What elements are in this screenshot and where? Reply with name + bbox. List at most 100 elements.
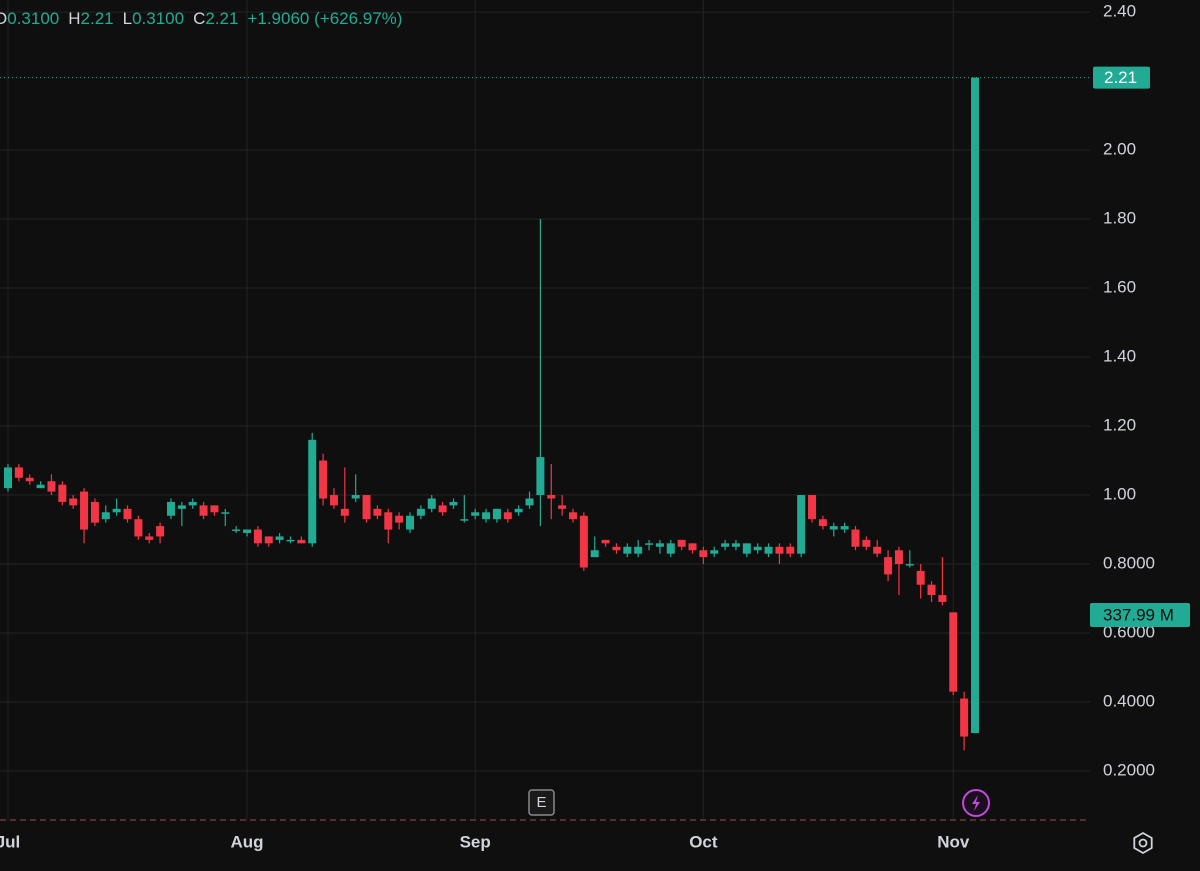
candle-body — [90, 501, 99, 523]
badge-label: E — [536, 794, 546, 811]
legend-key: H — [68, 9, 80, 28]
candle-body — [145, 536, 154, 540]
candle-body — [699, 550, 708, 558]
candle-body — [797, 495, 806, 554]
candle-body — [156, 526, 165, 537]
candle-body — [264, 536, 273, 544]
legend-key: O — [0, 9, 7, 28]
candle-body — [525, 498, 534, 506]
candle-body — [590, 550, 599, 558]
candle-body — [373, 508, 382, 516]
legend-change: +1.9060 (+626.97%) — [247, 9, 402, 28]
price-tag-label: 2.21 — [1104, 68, 1137, 87]
candle-body — [710, 550, 719, 554]
candle-body — [112, 508, 121, 513]
candle-body — [547, 495, 556, 499]
cap-tag-label: 337.99 M — [1103, 605, 1174, 624]
y-tick-label: 1.20 — [1103, 416, 1136, 435]
candle-body — [427, 498, 436, 509]
candle-body — [601, 539, 610, 544]
candle-body — [36, 484, 45, 489]
candle-body — [503, 512, 512, 520]
y-tick-label: 1.40 — [1103, 347, 1136, 366]
candle-body — [80, 491, 89, 530]
candle-body — [275, 536, 284, 540]
candle-body — [319, 460, 328, 499]
candle-body — [340, 508, 349, 516]
candle-body — [449, 501, 458, 506]
candle-body — [123, 508, 132, 520]
y-tick-label: 0.2000 — [1103, 760, 1155, 779]
y-tick-label: 0.4000 — [1103, 692, 1155, 711]
settings-dot — [1138, 838, 1148, 848]
candle-body — [362, 495, 371, 520]
candle-body — [579, 515, 588, 568]
candle-body — [666, 543, 675, 554]
badge-box — [528, 789, 555, 816]
legend-key: L — [123, 9, 132, 28]
candle-body — [742, 543, 751, 554]
candle-body — [492, 508, 501, 520]
candle-body — [971, 77, 979, 734]
candle-body — [384, 512, 393, 530]
candle-body — [873, 546, 882, 554]
earnings-badge[interactable]: E — [528, 789, 555, 816]
legend-value: 2.21 — [205, 9, 238, 28]
candle-body — [905, 564, 914, 566]
candle-body — [775, 546, 784, 554]
candle-body — [58, 484, 67, 502]
candle-body — [286, 539, 295, 542]
candle-body — [482, 512, 491, 520]
candle-body — [645, 543, 654, 545]
candle-body — [960, 698, 969, 737]
candle-body — [938, 595, 947, 602]
candle-body — [166, 501, 175, 516]
candle-body — [308, 439, 317, 544]
candle-body — [232, 529, 241, 532]
candle-body — [4, 467, 12, 489]
candle-body — [351, 495, 360, 499]
candle-body — [753, 546, 762, 551]
candle-body — [688, 543, 697, 551]
y-tick-label: 1.00 — [1103, 485, 1136, 504]
candle-body — [949, 612, 958, 692]
candle-body — [460, 519, 469, 521]
legend: O0.3100 H2.21 L0.3100 C2.21 +1.9060 (+626.97… — [0, 9, 402, 28]
legend-value: 0.3100 — [132, 9, 184, 28]
y-tick-label: 2.00 — [1103, 140, 1136, 159]
candle-body — [416, 508, 425, 516]
y-tick-label: 1.60 — [1103, 278, 1136, 297]
candle-body — [134, 519, 143, 537]
cap-tag-box — [1090, 603, 1190, 627]
candle-body — [253, 529, 262, 544]
candle-body — [69, 498, 78, 506]
candle-body — [514, 508, 523, 513]
y-tick-label: 0.8000 — [1103, 554, 1155, 573]
legend-key: C — [193, 9, 205, 28]
x-tick-label: Sep — [460, 832, 491, 851]
candle-body — [623, 546, 632, 554]
candle-body — [818, 519, 827, 527]
candle-body — [199, 505, 208, 516]
candle-body — [297, 539, 306, 544]
candle-body — [188, 501, 197, 506]
y-tick-label: 2.40 — [1103, 2, 1136, 21]
candle-body — [558, 505, 567, 509]
candle-body — [395, 515, 404, 523]
candle-body — [677, 539, 686, 547]
candle-body — [101, 512, 110, 520]
settings-icon[interactable] — [1133, 831, 1153, 855]
candle-body — [721, 543, 730, 547]
lightning — [972, 795, 980, 811]
candle-body — [47, 481, 56, 492]
candle-body — [894, 550, 903, 565]
candle-body — [329, 495, 338, 506]
lightning-badge[interactable] — [962, 789, 990, 817]
candle-body — [177, 505, 186, 509]
candle-body — [786, 546, 795, 554]
candle-body — [536, 457, 545, 496]
legend-value: 0.3100 — [7, 9, 59, 28]
candle-body — [568, 512, 577, 520]
